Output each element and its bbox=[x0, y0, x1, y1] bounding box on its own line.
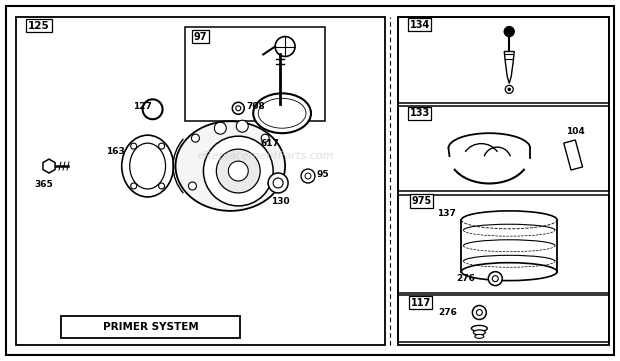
Bar bbox=[61, 317, 241, 338]
Circle shape bbox=[305, 173, 311, 179]
Polygon shape bbox=[504, 52, 514, 83]
Circle shape bbox=[143, 99, 162, 119]
Circle shape bbox=[505, 85, 513, 93]
Circle shape bbox=[188, 182, 197, 190]
Text: 125: 125 bbox=[28, 21, 50, 31]
Ellipse shape bbox=[471, 325, 487, 331]
Bar bbox=[185, 27, 325, 121]
Text: 276: 276 bbox=[456, 274, 476, 283]
Text: 130: 130 bbox=[271, 197, 290, 206]
Bar bbox=[397, 17, 609, 345]
Circle shape bbox=[216, 149, 260, 193]
Text: 104: 104 bbox=[565, 127, 585, 136]
Ellipse shape bbox=[253, 93, 311, 133]
Text: 97: 97 bbox=[193, 31, 207, 42]
Circle shape bbox=[232, 102, 244, 114]
Circle shape bbox=[268, 180, 276, 188]
Text: 117: 117 bbox=[410, 297, 431, 308]
Circle shape bbox=[228, 161, 248, 181]
Circle shape bbox=[268, 173, 288, 193]
Circle shape bbox=[476, 309, 482, 316]
Circle shape bbox=[261, 134, 269, 142]
Circle shape bbox=[215, 122, 226, 134]
Polygon shape bbox=[43, 159, 55, 173]
Text: 95: 95 bbox=[317, 170, 330, 179]
Circle shape bbox=[159, 143, 164, 149]
Ellipse shape bbox=[122, 135, 174, 197]
Text: 137: 137 bbox=[438, 209, 456, 218]
Bar bbox=[397, 195, 609, 292]
Circle shape bbox=[203, 136, 273, 206]
Text: 708: 708 bbox=[246, 102, 265, 111]
Text: 617: 617 bbox=[261, 139, 280, 148]
Circle shape bbox=[507, 88, 511, 91]
Ellipse shape bbox=[175, 121, 285, 211]
Text: 975: 975 bbox=[412, 196, 432, 206]
Text: eReplacementParts.com: eReplacementParts.com bbox=[197, 151, 334, 161]
Text: 133: 133 bbox=[409, 108, 430, 118]
Text: 127: 127 bbox=[133, 102, 151, 111]
Ellipse shape bbox=[475, 334, 484, 338]
Circle shape bbox=[147, 104, 158, 115]
Ellipse shape bbox=[258, 98, 306, 128]
Circle shape bbox=[159, 183, 164, 189]
Text: 134: 134 bbox=[409, 19, 430, 30]
Text: 163: 163 bbox=[106, 147, 125, 156]
Ellipse shape bbox=[461, 263, 557, 280]
Bar bbox=[397, 17, 609, 103]
Circle shape bbox=[492, 276, 498, 282]
Circle shape bbox=[131, 183, 136, 189]
Circle shape bbox=[192, 134, 200, 142]
Ellipse shape bbox=[130, 143, 166, 189]
Circle shape bbox=[131, 143, 136, 149]
Bar bbox=[564, 140, 583, 170]
Ellipse shape bbox=[473, 330, 485, 335]
Bar bbox=[397, 106, 609, 191]
Circle shape bbox=[273, 178, 283, 188]
Bar bbox=[397, 295, 609, 342]
Circle shape bbox=[472, 305, 486, 319]
Circle shape bbox=[504, 27, 514, 36]
Circle shape bbox=[301, 169, 315, 183]
Bar bbox=[16, 17, 385, 345]
Text: PRIMER SYSTEM: PRIMER SYSTEM bbox=[103, 322, 198, 332]
Circle shape bbox=[489, 271, 502, 286]
Circle shape bbox=[236, 120, 248, 132]
Text: 365: 365 bbox=[35, 180, 53, 189]
Circle shape bbox=[236, 106, 241, 111]
Text: 276: 276 bbox=[438, 308, 458, 317]
